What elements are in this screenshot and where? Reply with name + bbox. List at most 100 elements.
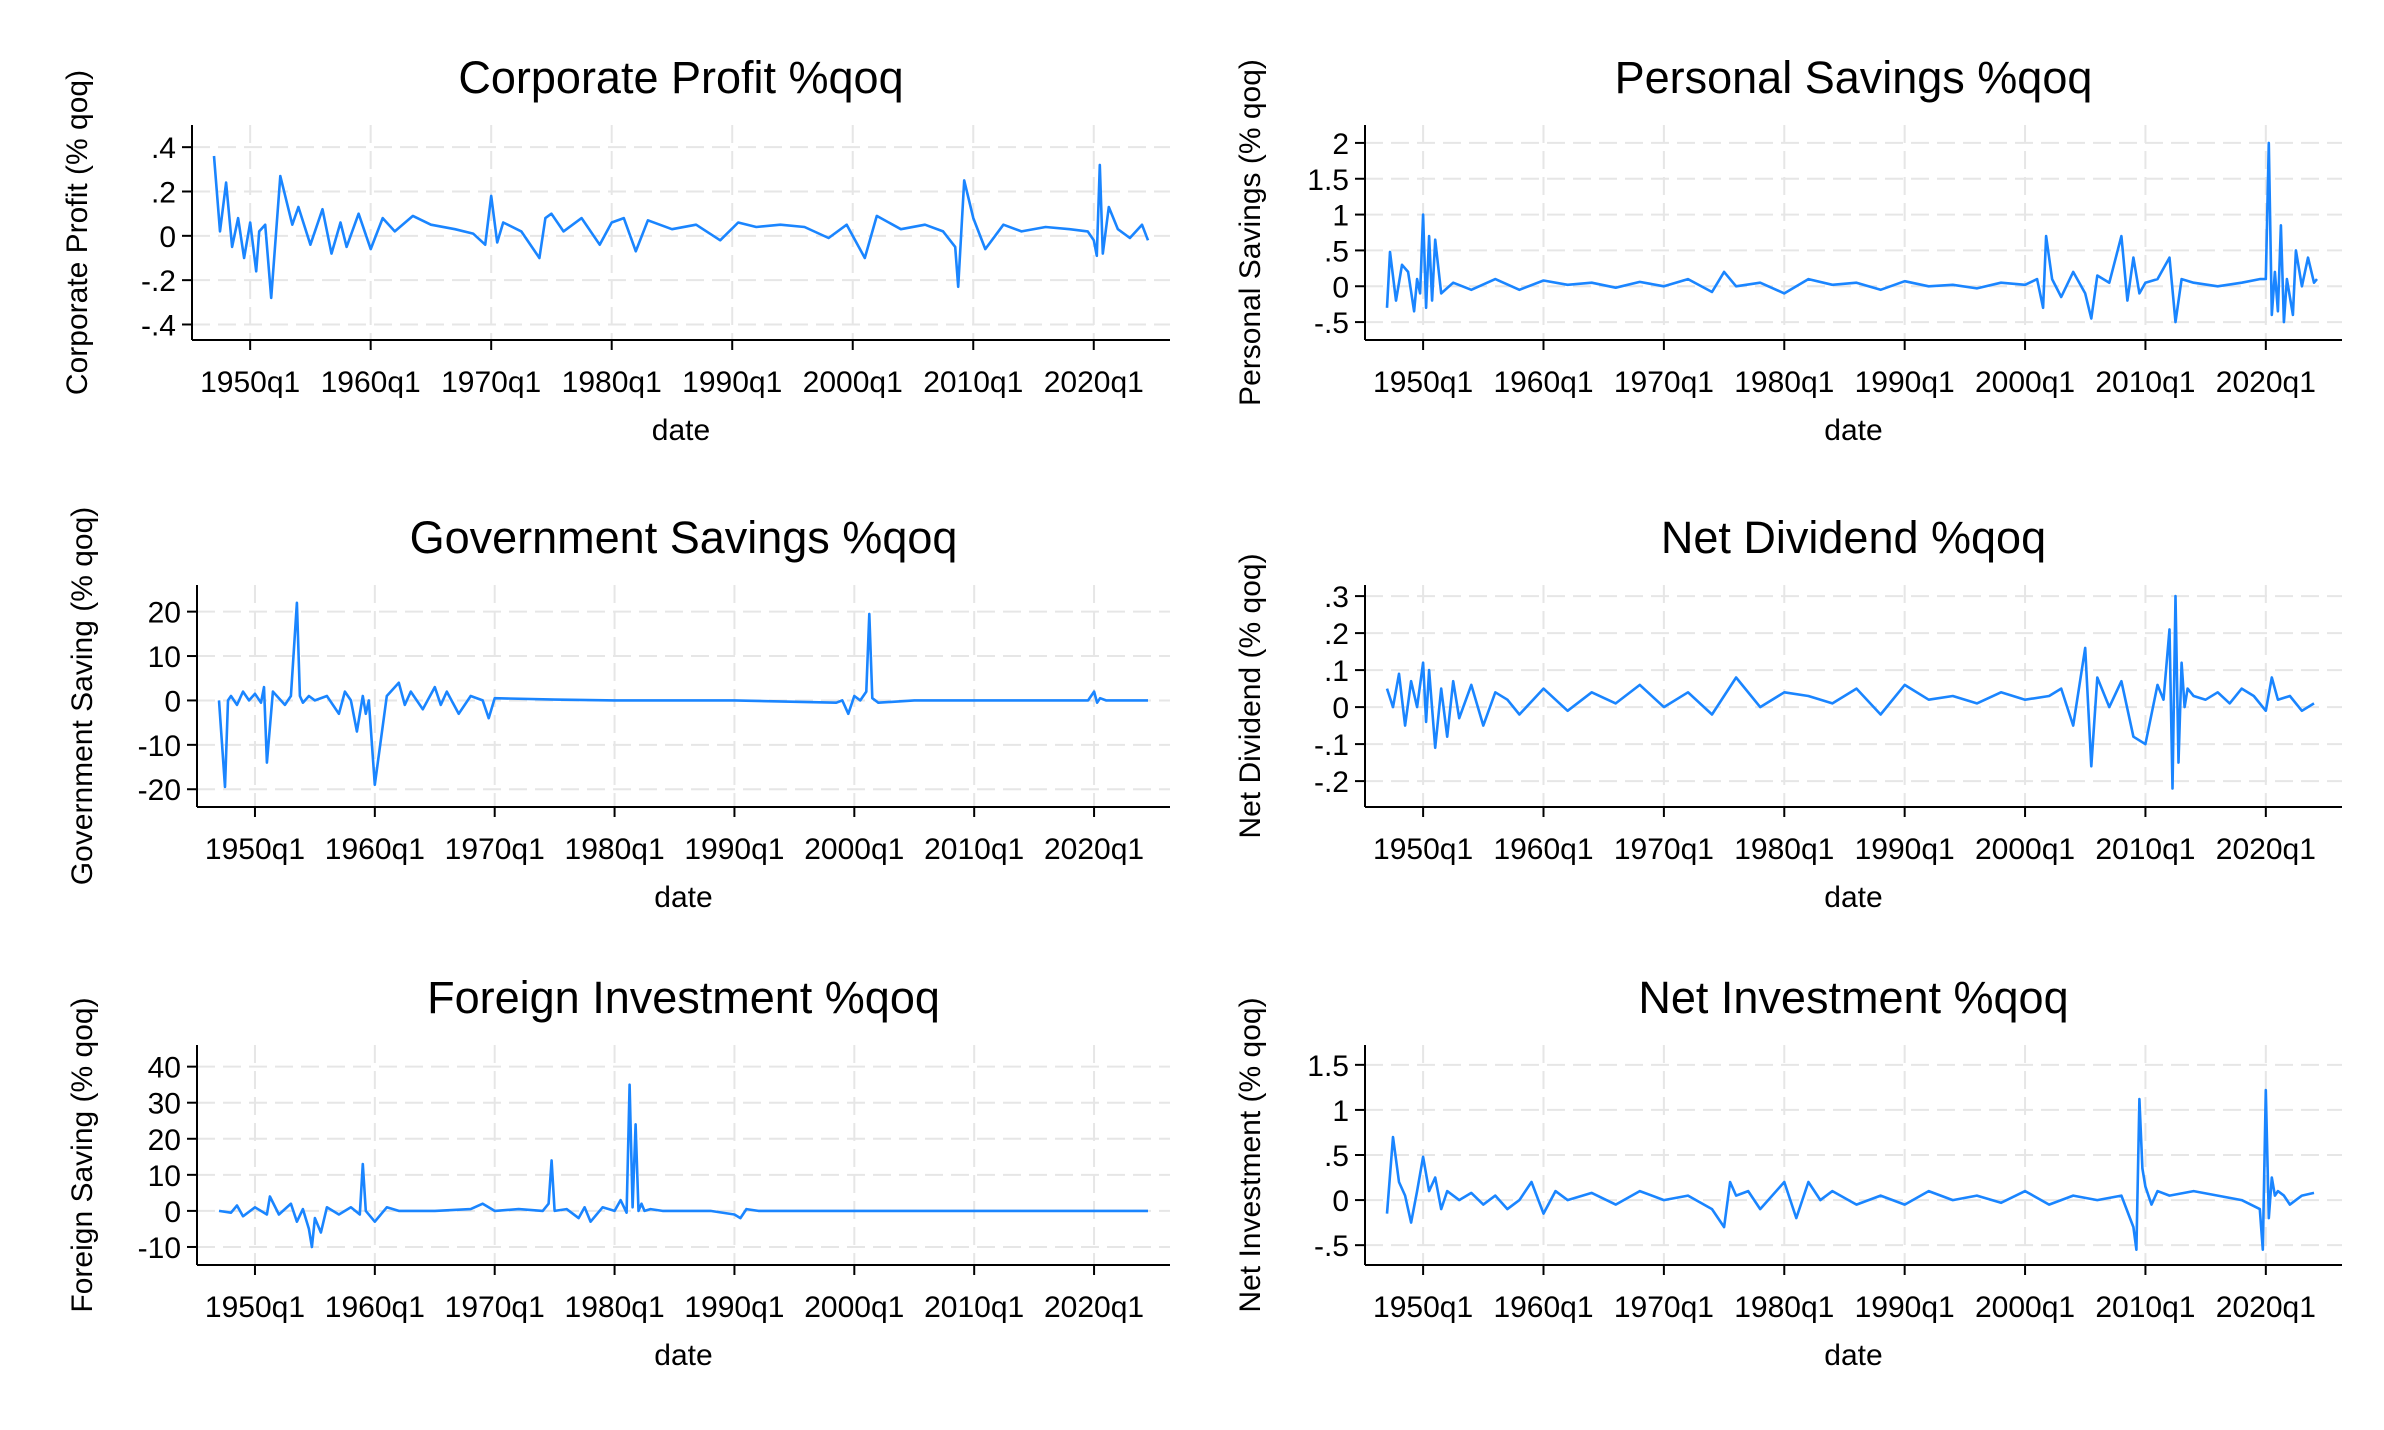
x-tick-label: 1980q1 <box>1734 833 1834 866</box>
y-tick-label: -.5 <box>1314 307 1349 340</box>
y-axis-label: Personal Savings (% qoq) <box>1234 59 1267 406</box>
x-tick-label: 1950q1 <box>1373 833 1473 866</box>
series-line <box>212 155 1150 300</box>
x-axis-label: date <box>654 881 712 914</box>
y-tick-label: 20 <box>148 1124 181 1157</box>
y-tick-label: .2 <box>151 176 176 209</box>
y-tick-label: .1 <box>1324 655 1349 688</box>
x-tick-label: 1990q1 <box>1855 833 1955 866</box>
y-axis-label: Net Dividend (% qoq) <box>1234 553 1267 838</box>
y-tick-label: 0 <box>1332 692 1349 725</box>
chart-title: Government Savings %qoq <box>410 512 958 563</box>
x-axis-label: date <box>1824 414 1882 447</box>
y-axis-label: Foreign Saving (% qoq) <box>66 997 99 1312</box>
x-tick-label: 1960q1 <box>321 366 421 399</box>
x-tick-label: 2000q1 <box>804 833 904 866</box>
y-tick-label: -.4 <box>141 309 176 342</box>
chart-panel-6: -.5 0 .5 1 1.5 1950q1 1960q1 1970q1 1980q1 1990q1… <box>1234 972 2342 1372</box>
x-tick-label: 1960q1 <box>325 1291 425 1324</box>
x-tick-label: 1960q1 <box>1493 1291 1593 1324</box>
x-tick-label: 1960q1 <box>325 833 425 866</box>
y-tick-label: 40 <box>148 1052 181 1085</box>
x-axis-label: date <box>652 414 710 447</box>
y-tick-label: 0 <box>164 1196 181 1229</box>
x-tick-label: 1980q1 <box>565 833 665 866</box>
y-tick-label: 1.5 <box>1307 1050 1349 1083</box>
series-line <box>1385 594 2315 790</box>
x-tick-label: 1950q1 <box>205 1291 305 1324</box>
chart-title: Net Dividend %qoq <box>1661 512 2046 563</box>
y-tick-label: 10 <box>148 1160 181 1193</box>
x-tick-label: 1970q1 <box>1614 833 1714 866</box>
x-axis-label: date <box>654 1339 712 1372</box>
y-axis-label: Government Saving (% qoq) <box>66 507 99 886</box>
x-tick-label: 2020q1 <box>2216 366 2316 399</box>
y-tick-label: -.5 <box>1314 1230 1349 1263</box>
x-tick-label: 2010q1 <box>924 833 1024 866</box>
x-tick-label: 2000q1 <box>804 1291 904 1324</box>
x-tick-label: 1950q1 <box>200 366 300 399</box>
y-tick-label: 1 <box>1332 200 1349 233</box>
x-tick-label: 1990q1 <box>682 366 782 399</box>
chart-title: Personal Savings %qoq <box>1615 52 2093 103</box>
y-tick-label: 2 <box>1332 128 1349 161</box>
x-tick-label: 1980q1 <box>565 1291 665 1324</box>
y-tick-label: -.1 <box>1314 729 1349 762</box>
x-tick-label: 2010q1 <box>2095 366 2195 399</box>
x-tick-label: 1980q1 <box>562 366 662 399</box>
y-tick-label: 0 <box>164 685 181 718</box>
x-tick-label: 1980q1 <box>1734 1291 1834 1324</box>
x-tick-label: 1990q1 <box>1855 366 1955 399</box>
y-tick-label: -10 <box>138 1232 181 1265</box>
x-tick-label: 1960q1 <box>1493 366 1593 399</box>
y-tick-label: -.2 <box>141 265 176 298</box>
y-tick-label: -10 <box>138 730 181 763</box>
x-tick-label: 2020q1 <box>1044 833 1144 866</box>
x-tick-label: 2000q1 <box>1975 1291 2075 1324</box>
x-tick-label: 1970q1 <box>1614 1291 1714 1324</box>
chart-title: Corporate Profit %qoq <box>458 52 903 103</box>
x-tick-label: 2020q1 <box>2216 833 2316 866</box>
y-tick-label: 1 <box>1332 1095 1349 1128</box>
chart-title: Net Investment %qoq <box>1638 972 2068 1023</box>
x-tick-label: 2020q1 <box>1044 1291 1144 1324</box>
chart-panel-4: -.2 -.1 0 .1 .2 .3 1950q1 1960q1 1970q1 1980q1 199… <box>1234 512 2342 914</box>
y-tick-label: .4 <box>151 132 176 165</box>
series-line <box>217 601 1148 789</box>
y-axis-label: Net Investment (% qoq) <box>1234 997 1267 1312</box>
x-tick-label: 1970q1 <box>441 366 541 399</box>
chart-panel-1: -.4 -.2 0 .2 .4 1950q1 1960q1 1970q1 1980q1 1990q… <box>61 52 1170 447</box>
x-tick-label: 2020q1 <box>2216 1291 2316 1324</box>
x-tick-label: 1970q1 <box>1614 366 1714 399</box>
y-tick-label: -.2 <box>1314 766 1349 799</box>
y-tick-label: 0 <box>1332 271 1349 304</box>
y-tick-label: 0 <box>1332 1185 1349 1218</box>
x-tick-label: 1990q1 <box>684 833 784 866</box>
chart-panel-3: -20 -10 0 10 20 1950q1 1960q1 1970q1 1980q1 1990q… <box>66 507 1170 914</box>
x-tick-label: 2000q1 <box>803 366 903 399</box>
x-tick-label: 1990q1 <box>684 1291 784 1324</box>
x-tick-label: 1950q1 <box>1373 366 1473 399</box>
x-tick-label: 2010q1 <box>2095 833 2195 866</box>
x-tick-label: 2000q1 <box>1975 833 2075 866</box>
series-line <box>1385 1088 2315 1251</box>
x-tick-label: 1970q1 <box>445 1291 545 1324</box>
y-tick-label: .2 <box>1324 618 1349 651</box>
x-tick-label: 1960q1 <box>1493 833 1593 866</box>
y-tick-label: .5 <box>1324 235 1349 268</box>
x-tick-label: 1980q1 <box>1734 366 1834 399</box>
x-tick-label: 1990q1 <box>1855 1291 1955 1324</box>
x-tick-label: 1950q1 <box>205 833 305 866</box>
y-tick-label: 20 <box>148 597 181 630</box>
y-tick-label: 1.5 <box>1307 164 1349 197</box>
series-line <box>1385 141 2318 324</box>
x-tick-label: 1970q1 <box>445 833 545 866</box>
x-axis-label: date <box>1824 1339 1882 1372</box>
chart-title: Foreign Investment %qoq <box>427 972 940 1023</box>
x-tick-label: 2000q1 <box>1975 366 2075 399</box>
x-tick-label: 2020q1 <box>1044 366 1144 399</box>
y-axis-label: Corporate Profit (% qoq) <box>61 70 94 395</box>
